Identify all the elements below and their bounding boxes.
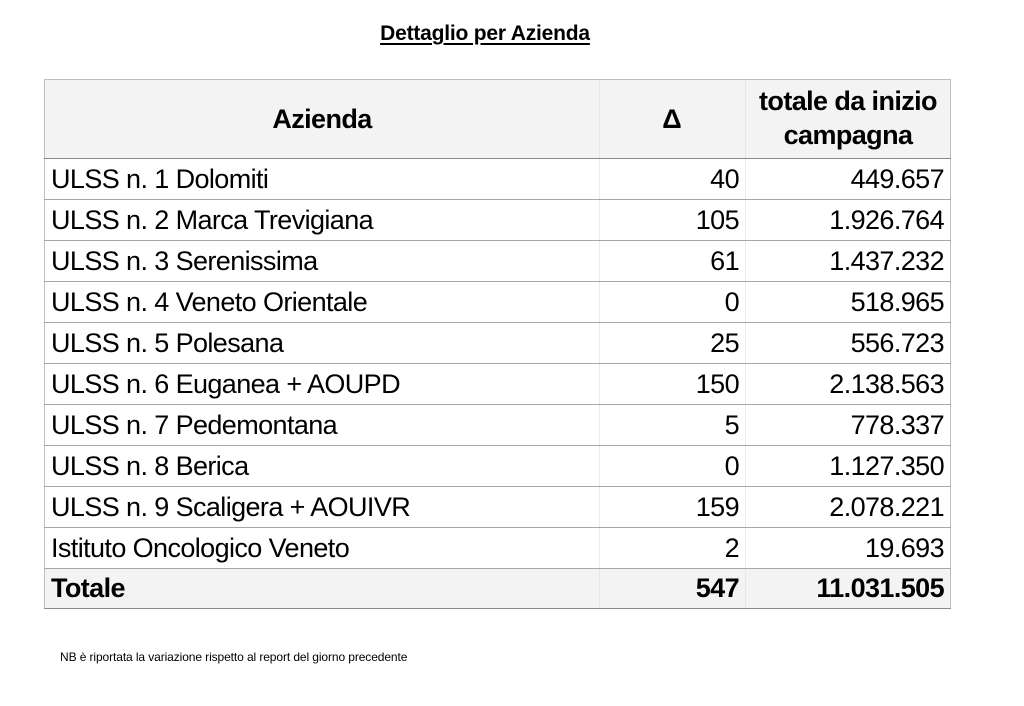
cell-azienda: ULSS n. 1 Dolomiti xyxy=(44,158,600,200)
table-body: ULSS n. 1 Dolomiti 40 449.657 ULSS n. 2 … xyxy=(44,158,951,609)
cell-azienda: ULSS n. 9 Scaligera + AOUIVR xyxy=(44,486,600,528)
cell-azienda: ULSS n. 5 Polesana xyxy=(44,322,600,364)
cell-azienda: Istituto Oncologico Veneto xyxy=(44,527,600,569)
table-row: ULSS n. 9 Scaligera + AOUIVR 159 2.078.2… xyxy=(44,486,951,528)
azienda-table-container: Azienda Δ totale da inizio campagna ULSS… xyxy=(44,79,951,609)
header-delta: Δ xyxy=(599,79,746,159)
cell-totale: 518.965 xyxy=(745,281,951,323)
cell-delta: 61 xyxy=(599,240,746,282)
table-row: ULSS n. 5 Polesana 25 556.723 xyxy=(44,322,951,364)
azienda-table: Azienda Δ totale da inizio campagna ULSS… xyxy=(44,79,951,609)
cell-totale: 1.437.232 xyxy=(745,240,951,282)
table-row: ULSS n. 1 Dolomiti 40 449.657 xyxy=(44,158,951,200)
cell-azienda: ULSS n. 7 Pedemontana xyxy=(44,404,600,446)
cell-azienda: ULSS n. 8 Berica xyxy=(44,445,600,487)
table-row: ULSS n. 2 Marca Trevigiana 105 1.926.764 xyxy=(44,199,951,241)
cell-delta: 150 xyxy=(599,363,746,405)
table-header-row: Azienda Δ totale da inizio campagna xyxy=(44,79,951,159)
total-totale: 11.031.505 xyxy=(745,568,951,609)
table-row: ULSS n. 7 Pedemontana 5 778.337 xyxy=(44,404,951,446)
cell-azienda: ULSS n. 3 Serenissima xyxy=(44,240,600,282)
cell-delta: 40 xyxy=(599,158,746,200)
cell-totale: 556.723 xyxy=(745,322,951,364)
cell-delta: 0 xyxy=(599,445,746,487)
total-delta: 547 xyxy=(599,568,746,609)
total-label: Totale xyxy=(44,568,600,609)
table-row: ULSS n. 8 Berica 0 1.127.350 xyxy=(44,445,951,487)
table-row: ULSS n. 6 Euganea + AOUPD 150 2.138.563 xyxy=(44,363,951,405)
cell-totale: 19.693 xyxy=(745,527,951,569)
page-title: Dettaglio per Azienda xyxy=(380,22,590,45)
cell-azienda: ULSS n. 4 Veneto Orientale xyxy=(44,281,600,323)
cell-totale: 1.127.350 xyxy=(745,445,951,487)
cell-delta: 2 xyxy=(599,527,746,569)
cell-totale: 1.926.764 xyxy=(745,199,951,241)
table-row: ULSS n. 4 Veneto Orientale 0 518.965 xyxy=(44,281,951,323)
cell-delta: 0 xyxy=(599,281,746,323)
cell-totale: 2.078.221 xyxy=(745,486,951,528)
cell-delta: 25 xyxy=(599,322,746,364)
footnote: NB è riportata la variazione rispetto al… xyxy=(60,650,408,664)
table-row: Istituto Oncologico Veneto 2 19.693 xyxy=(44,527,951,569)
total-row: Totale 547 11.031.505 xyxy=(44,568,951,609)
cell-delta: 5 xyxy=(599,404,746,446)
table-row: ULSS n. 3 Serenissima 61 1.437.232 xyxy=(44,240,951,282)
cell-totale: 449.657 xyxy=(745,158,951,200)
cell-azienda: ULSS n. 2 Marca Trevigiana xyxy=(44,199,600,241)
cell-totale: 2.138.563 xyxy=(745,363,951,405)
cell-delta: 159 xyxy=(599,486,746,528)
cell-delta: 105 xyxy=(599,199,746,241)
header-azienda: Azienda xyxy=(44,79,600,159)
header-totale: totale da inizio campagna xyxy=(745,79,951,159)
cell-azienda: ULSS n. 6 Euganea + AOUPD xyxy=(44,363,600,405)
cell-totale: 778.337 xyxy=(745,404,951,446)
